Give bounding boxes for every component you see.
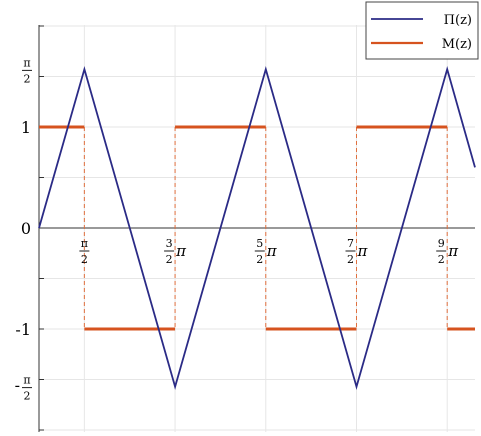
x-tick-suffix: π [447, 242, 459, 260]
y-tick-label: 0 [21, 219, 31, 238]
x-tick-suffix: π [175, 242, 187, 260]
x-tick-label: 5 2 π [254, 237, 278, 266]
x-tick-label: 9 2 π [436, 237, 459, 266]
legend-entry: M(z) [371, 37, 472, 52]
x-tick-numerator: π [81, 237, 88, 250]
pi-line [38, 66, 476, 390]
legend-label: M(z) [442, 37, 472, 52]
legend-entry: Π(z) [371, 13, 472, 28]
legend: Π(z) M(z) [365, 1, 479, 60]
legend-box [365, 1, 479, 60]
x-tick-denominator: 2 [256, 253, 263, 266]
x-tick-suffix: π [266, 242, 278, 260]
x-tick-numerator: 3 [166, 237, 173, 250]
x-tick-numerator: 7 [347, 237, 354, 250]
x-tick-label: π2 [79, 237, 90, 266]
x-tick-label: 7 2 π [345, 237, 368, 266]
x-tick-numerator: 5 [256, 237, 263, 250]
series [38, 66, 476, 390]
x-tick-denominator: 2 [166, 253, 173, 266]
y-tick-numerator: π [23, 374, 30, 387]
y-tick-label: π2 [22, 56, 32, 85]
y-tick-label: 1 [21, 118, 31, 137]
y-tick-label: -1 [15, 320, 31, 339]
y-tick-label: - π 2 [15, 374, 32, 403]
axes [38, 25, 475, 432]
y-tick-denominator: 2 [24, 72, 31, 85]
x-tick-suffix: π [356, 242, 368, 260]
x-tick-numerator: 9 [438, 237, 445, 250]
y-tick-numerator: π [23, 56, 30, 69]
legend-label: Π(z) [444, 13, 472, 28]
y-tick-denominator: 2 [24, 390, 31, 403]
x-tick-denominator: 2 [438, 253, 445, 266]
x-tick-denominator: 2 [81, 253, 88, 266]
x-tick-denominator: 2 [347, 253, 354, 266]
y-tick-sign: - [15, 376, 20, 395]
x-tick-label: 3 2 π [164, 237, 187, 266]
